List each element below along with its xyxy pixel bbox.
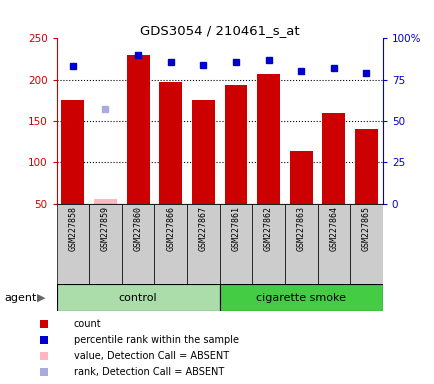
Text: GSM227867: GSM227867 [198,206,207,251]
Bar [284,204,317,284]
Title: GDS3054 / 210461_s_at: GDS3054 / 210461_s_at [140,24,299,37]
Bar [354,129,377,204]
Bar [187,204,219,284]
Bar [89,204,122,284]
Bar [94,199,117,204]
Bar [122,204,154,284]
Text: count: count [74,319,102,329]
Bar [322,113,345,204]
Text: cigarette smoke: cigarette smoke [256,293,345,303]
Text: GSM227862: GSM227862 [263,206,273,251]
Text: GSM227866: GSM227866 [166,206,175,251]
Text: ▶: ▶ [37,293,46,303]
Text: value, Detection Call = ABSENT: value, Detection Call = ABSENT [74,351,229,361]
Text: rank, Detection Call = ABSENT: rank, Detection Call = ABSENT [74,367,224,377]
Bar [61,100,84,204]
Bar [224,86,247,204]
Text: GSM227864: GSM227864 [329,206,338,251]
Text: agent: agent [4,293,36,303]
Text: percentile rank within the sample: percentile rank within the sample [74,335,238,345]
Bar [159,82,182,204]
Bar [56,284,219,311]
Bar [289,151,312,204]
Text: GSM227865: GSM227865 [361,206,370,251]
Bar [256,74,279,204]
Text: GSM227863: GSM227863 [296,206,305,251]
Bar [154,204,187,284]
Bar [219,284,382,311]
Text: GSM227859: GSM227859 [101,206,110,251]
Bar [56,204,89,284]
Bar [317,204,349,284]
Bar [219,204,252,284]
Text: GSM227861: GSM227861 [231,206,240,251]
Bar [349,204,382,284]
Text: GSM227858: GSM227858 [68,206,77,251]
Bar [252,204,284,284]
Bar [191,100,214,204]
Text: GSM227860: GSM227860 [133,206,142,251]
Bar [126,55,149,204]
Text: control: control [118,293,157,303]
